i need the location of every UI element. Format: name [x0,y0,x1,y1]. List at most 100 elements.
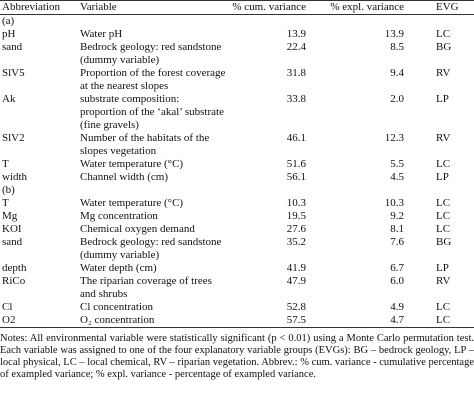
column-header: % cum. variance [232,1,306,13]
variable: Proportion of the forest coverage at the… [80,67,226,92]
data-table: Abbreviation Variable % cum. variance % exp… [0,0,474,328]
table-row: sand Bedrock geology: red sandstone (dumm… [0,41,474,67]
evg: BG [436,41,452,53]
abbreviation: O2 [2,314,16,326]
cum-variance: 52.8 [286,301,306,313]
cum-variance: 56.1 [286,171,306,183]
variable: Bedrock geology: red sandstone (dummy va… [80,236,222,261]
abbreviation: Ak [2,93,16,105]
table-row: depth Water depth (cm) 41.9 6.7 LP [0,262,474,275]
cum-variance: 22.4 [286,41,306,53]
variable: Water pH [80,28,123,40]
abbreviation: SlV2 [2,132,25,144]
section-row: (a) [0,15,474,29]
abbreviation: depth [2,262,27,274]
table-header: Abbreviation Variable % cum. variance % exp… [0,0,474,15]
column-header: EVG [436,1,459,13]
table-row: SlV5 Proportion of the forest coverage at… [0,67,474,93]
column-header: Variable [80,1,117,13]
table-row: Mg Mg concentration 19.5 9.2 LC [0,210,474,223]
variable: Number of the habitats of the slopes veg… [80,132,210,157]
table-row: T Water temperature (°C) 51.6 5.5 LC [0,158,474,171]
table-row: KOI Chemical oxygen demand 27.6 8.1 LC [0,223,474,236]
evg: LC [436,301,451,313]
evg: BG [436,236,452,248]
abbreviation: sand [2,236,23,248]
expl-variance: 13.9 [384,28,404,40]
variable: O₂ concentration [80,314,155,326]
cum-variance: 33.8 [286,93,306,105]
expl-variance: 8.1 [390,223,404,235]
section-label: (a) [2,15,15,27]
variable: Water temperature (°C) [80,158,184,170]
evg: LC [436,197,451,209]
variable: Bedrock geology: red sandstone (dummy va… [80,41,222,66]
evg: RV [436,67,451,79]
expl-variance: 9.4 [390,67,404,79]
variable: Chemical oxygen demand [80,223,195,235]
abbreviation: Cl [2,301,13,313]
section-row: (b) [0,184,474,197]
abbreviation: pH [2,28,16,40]
expl-variance: 6.0 [390,275,404,287]
expl-variance: 9.2 [390,210,404,222]
cum-variance: 41.9 [286,262,306,274]
table-page: Abbreviation Variable % cum. variance % exp… [0,0,474,380]
expl-variance: 12.3 [384,132,404,144]
cum-variance: 13.9 [286,28,306,40]
evg: LC [436,158,451,170]
cum-variance: 27.6 [286,223,306,235]
column-header: % expl. variance [330,1,404,13]
variable: Water depth (cm) [80,262,157,274]
cum-variance: 19.5 [286,210,306,222]
abbreviation: KOI [2,223,22,235]
abbreviation: T [2,197,9,209]
evg: LC [436,28,451,40]
expl-variance: 8.5 [390,41,404,53]
table-row: T Water temperature (°C) 10.3 10.3 LC [0,197,474,210]
cum-variance: 31.8 [286,67,306,79]
expl-variance: 10.3 [384,197,404,209]
cum-variance: 35.2 [286,236,306,248]
abbreviation: width [2,171,28,183]
evg: LC [436,210,451,222]
evg: LC [436,314,451,326]
column-header: Abbreviation [2,1,61,13]
abbreviation: RiCo [2,275,26,287]
expl-variance: 4.7 [390,314,404,326]
notes: Notes: All environmental variable were s… [0,333,474,380]
abbreviation: sand [2,41,23,53]
table-row: SlV2 Number of the habitats of the slopes… [0,132,474,158]
table-row: RiCo The riparian coverage of trees and s… [0,275,474,301]
variable: Cl concentration [80,301,154,313]
evg: RV [436,132,451,144]
table-row: Cl Cl concentration 52.8 4.9 LC [0,301,474,314]
evg: LP [436,171,449,183]
abbreviation: T [2,158,9,170]
evg: RV [436,275,451,287]
evg: LP [436,93,449,105]
variable: substrate composition: proportion of the… [80,93,224,131]
abbreviation: Mg [2,210,18,222]
cum-variance: 51.6 [286,158,306,170]
variable: Channel width (cm) [80,171,168,183]
table-row: Ak substrate composition: proportion of t… [0,93,474,132]
expl-variance: 2.0 [390,93,404,105]
header-row: Abbreviation Variable % cum. variance % exp… [0,0,474,15]
table-row: pH Water pH 13.9 13.9 LC [0,28,474,41]
expl-variance: 7.6 [390,236,404,248]
variable: The riparian coverage of trees and shrub… [80,275,212,300]
cum-variance: 47.9 [286,275,306,287]
cum-variance: 46.1 [286,132,306,144]
expl-variance: 5.5 [390,158,404,170]
cum-variance: 10.3 [286,197,306,209]
table-body: (a) pH Water pH 13.9 13.9 LC sand Bedrock geolo… [0,15,474,328]
cum-variance: 57.5 [286,314,306,326]
expl-variance: 4.9 [390,301,404,313]
abbreviation: SlV5 [2,67,25,79]
expl-variance: 4.5 [390,171,404,183]
evg: LC [436,223,451,235]
table-row: width Channel width (cm) 56.1 4.5 LP [0,171,474,184]
table-row: O2 O₂ concentration 57.5 4.7 LC [0,314,474,328]
table-row: sand Bedrock geology: red sandstone (dumm… [0,236,474,262]
